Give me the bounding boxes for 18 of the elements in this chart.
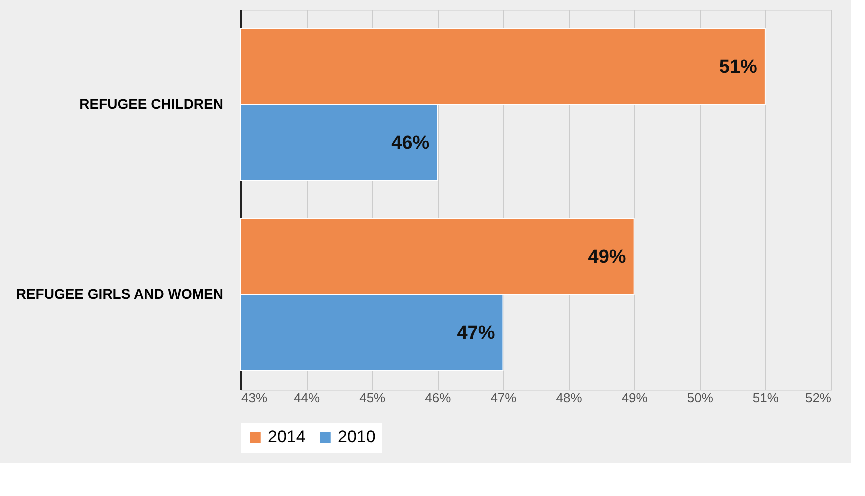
data-label: 51% <box>719 57 758 78</box>
x-tick-label: 44% <box>294 390 320 406</box>
data-label: 47% <box>457 323 496 344</box>
data-label: 46% <box>392 133 430 154</box>
x-tick-label: 49% <box>622 390 648 406</box>
data-label: 49% <box>588 247 626 268</box>
y-tick-label: REFUGEE CHILDREN <box>80 96 224 112</box>
x-tick-label: 47% <box>490 390 518 406</box>
x-tick-label: 45% <box>360 390 386 406</box>
x-tick-label: 50% <box>687 390 714 406</box>
x-tick-label: 48% <box>556 390 583 406</box>
y-tick-label: REFUGEE GIRLS AND WOMEN <box>16 286 224 302</box>
legend-label: 2010 <box>338 428 376 447</box>
x-tick-label: 51% <box>752 390 780 406</box>
x-tick-label: 46% <box>425 390 452 406</box>
legend-label: 2014 <box>268 428 306 447</box>
x-tick-label: 52% <box>805 390 832 406</box>
x-tick-label: 43% <box>242 390 268 406</box>
